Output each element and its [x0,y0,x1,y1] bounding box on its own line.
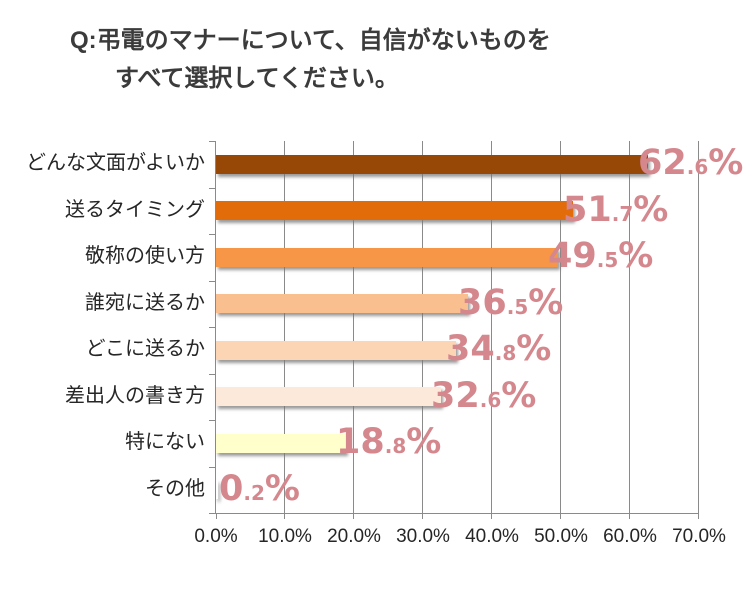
x-axis-tick-label: 0.0% [194,526,238,547]
value-label: 51.7% [563,190,669,230]
category-label: 誰宛に送るか [85,292,205,314]
gridline [560,141,561,513]
x-axis-tick [491,513,492,519]
y-axis-tick [209,374,216,375]
plot-area: 0.0% 10.0% 20.0% 30.0% 40.0% 50.0% 60.0% 70.0% 6… [194,141,743,547]
x-axis-tick [353,513,354,519]
x-axis-tick [216,513,217,519]
chart-title-line-2: すべて選択してください。 [115,65,399,92]
gridline [422,141,423,513]
y-axis-tick [209,420,216,421]
x-axis-tick-label: 70.0% [672,526,726,547]
category-label: どこに送るか [85,338,205,360]
x-axis-tick [698,513,699,519]
value-label: 34.8% [446,329,552,369]
chart-title: Q:弔電のマナーについて、自信がないものを すべて選択してください。 [70,22,551,98]
value-label: 62.6% [638,143,744,183]
x-axis-tick-label: 60.0% [603,526,657,547]
bar [216,201,573,220]
value-label: 49.5% [548,236,654,276]
category-label: 差出人の書き方 [65,385,205,407]
value-label: 18.8% [336,422,442,462]
x-axis-tick [560,513,561,519]
y-axis-tick [209,513,216,514]
bar [216,480,218,499]
bar [216,294,468,313]
category-label: その他 [145,478,205,500]
bar [216,248,558,267]
category-label: 敬称の使い方 [85,245,205,267]
y-axis-tick [209,467,216,468]
value-label: 36.5% [458,283,564,323]
value-label: 0.2% [219,469,300,509]
gridline [629,141,630,513]
bar [216,341,457,360]
gridline [353,141,354,513]
x-axis-tick [422,513,423,519]
y-axis-tick [209,281,216,282]
y-axis-tick [209,141,216,142]
x-axis-tick-label: 40.0% [465,526,519,547]
category-label: どんな文面がよいか [26,152,205,174]
bar [216,155,648,174]
gridline [284,141,285,513]
category-label: 送るタイミング [65,199,205,221]
y-axis-tick [209,327,216,328]
y-axis-tick [209,234,216,235]
x-axis-tick-label: 10.0% [258,526,312,547]
gridline [698,141,699,513]
x-axis-tick-label: 50.0% [534,526,588,547]
x-axis-tick-label: 30.0% [396,526,450,547]
bar [216,387,441,406]
y-axis-tick [209,188,216,189]
x-axis-tick [629,513,630,519]
category-label: 特にない [125,431,205,453]
x-axis-tick-label: 20.0% [327,526,381,547]
x-axis-tick [284,513,285,519]
gridline [491,141,492,513]
chart-title-line-1: Q:弔電のマナーについて、自信がないものを [70,27,551,54]
value-label: 32.6% [431,376,537,416]
bar [216,434,346,453]
